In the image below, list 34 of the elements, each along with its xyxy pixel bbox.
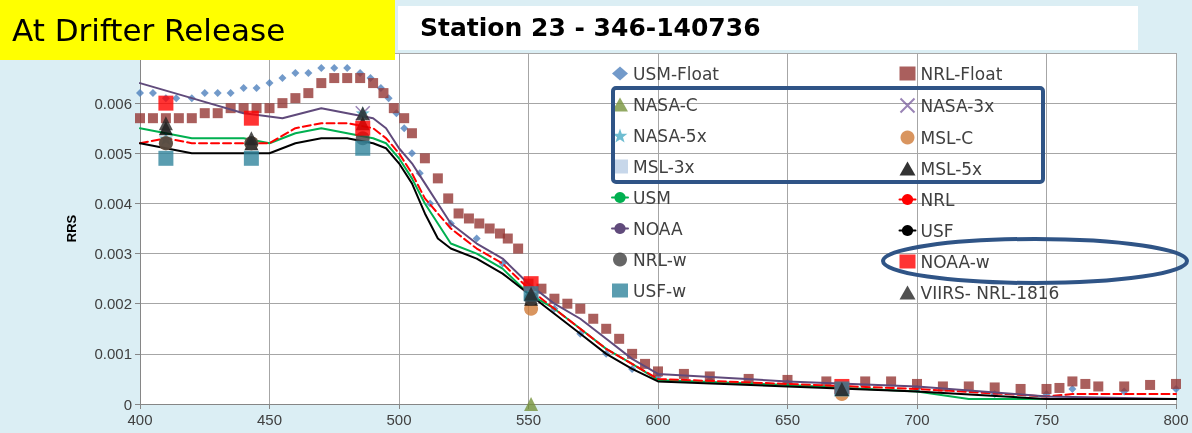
x-tick-label: 450: [256, 411, 283, 428]
x-tick-label: 750: [1033, 411, 1060, 428]
x-tick-label: 650: [774, 411, 801, 428]
legend-label: NASA-C: [633, 94, 698, 115]
legend-label: NASA-3x: [920, 95, 995, 116]
legend-label: USM: [633, 187, 671, 208]
legend-label: MSL-C: [920, 127, 974, 148]
legend-label: NRL: [920, 189, 956, 210]
legend-label: NRL-w: [633, 249, 687, 270]
x-tick-label: 800: [1163, 411, 1189, 428]
chart-title: Station 23 - 346-140736: [398, 6, 1138, 50]
legend-label: NRL-Float: [920, 63, 1003, 84]
y-tick-label: 0.003: [94, 245, 132, 263]
y-tick-label: 0.006: [94, 94, 132, 112]
y-axis-title: RRS: [64, 214, 79, 243]
y-tick-label: 0: [123, 395, 132, 413]
legend-label: NOAA: [633, 218, 683, 239]
legend-label: MSL-3x: [633, 156, 695, 177]
legend-label: USM-Float: [633, 63, 720, 84]
x-tick-label: 400: [127, 411, 153, 428]
y-tick-label: 0.005: [94, 144, 132, 162]
x-tick-label: 600: [645, 411, 671, 428]
legend-label: NASA-5x: [633, 125, 707, 146]
y-tick-label: 0.004: [94, 194, 132, 212]
legend-label: MSL-5x: [920, 158, 983, 179]
x-tick-label: 700: [904, 411, 930, 428]
legend-label: NOAA-w: [920, 251, 990, 272]
y-tick-label: 0.001: [94, 345, 132, 363]
x-tick-label: 500: [386, 411, 412, 428]
legend-label: VIIRS- NRL-1816: [920, 282, 1060, 303]
legend-label: USF-w: [633, 280, 687, 301]
legend-label: USF: [920, 220, 954, 241]
y-tick-label: 0.002: [94, 295, 132, 313]
x-tick-label: 550: [515, 411, 542, 428]
